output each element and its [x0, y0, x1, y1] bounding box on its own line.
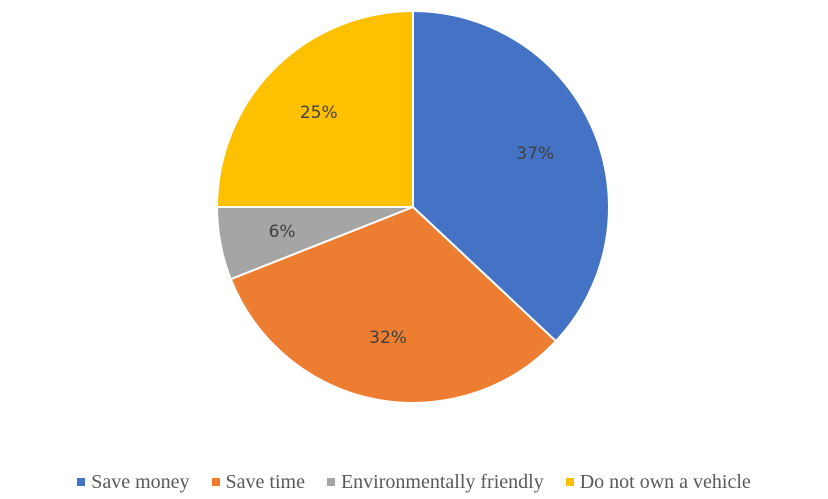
legend-swatch-environmentally-friendly [326, 478, 335, 486]
pie-slice-do-not-own-a-vehicle [216, 10, 414, 208]
legend-label-save-money: Save money [91, 470, 190, 493]
data-label-save-money: 37% [516, 144, 554, 164]
legend-item-save-money: Save money [77, 470, 190, 494]
pie-slice-save-money [412, 10, 611, 343]
legend-item-environmentally-friendly: Environmentally friendly [326, 470, 544, 494]
legend-item-do-not-own-a-vehicle: Do not own a vehicle [565, 470, 751, 494]
data-label-environmentally-friendly: 6% [269, 222, 296, 242]
pie-data-labels: 37% 32% 6% 25% [269, 103, 555, 348]
legend-label-do-not-own-a-vehicle: Do not own a vehicle [579, 470, 751, 493]
data-label-save-time: 32% [369, 328, 407, 348]
pie-slice-save-time [229, 206, 557, 404]
legend-label-environmentally-friendly: Environmentally friendly [340, 470, 544, 493]
pie-slices [216, 10, 611, 404]
legend-item-save-time: Save time [211, 470, 305, 494]
legend-swatch-do-not-own-a-vehicle [565, 478, 574, 486]
data-label-do-not-own-a-vehicle: 25% [300, 103, 338, 123]
legend-swatch-save-time [211, 478, 220, 486]
chart-legend: Save money Save time Environmentally fri… [0, 470, 828, 494]
legend-label-save-time: Save time [225, 470, 305, 493]
legend-swatch-save-money [77, 478, 86, 486]
